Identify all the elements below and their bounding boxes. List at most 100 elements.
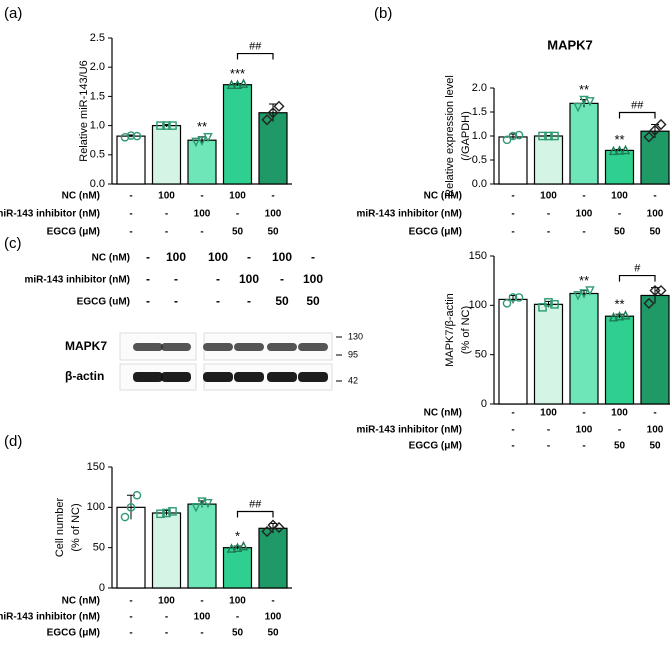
y-tick-label: 0.5 (472, 154, 487, 166)
condition-value: - (511, 425, 514, 436)
data-point (120, 512, 130, 522)
condition-value: 100 (158, 596, 175, 607)
y-tick-label: 1.0 (472, 130, 487, 142)
data-point (126, 503, 136, 512)
bracket (618, 274, 656, 282)
data-point (608, 145, 619, 156)
y-tick-label: 2.0 (472, 82, 487, 94)
condition-label: NC (nM) (424, 191, 462, 202)
condition-value: - (165, 628, 168, 639)
condition-label: miR-143 inhibitor (nM) (0, 612, 100, 623)
y-tick-label: 100 (87, 501, 105, 513)
condition-value: 100 (576, 209, 593, 220)
bar (498, 298, 528, 405)
data-point (620, 310, 631, 320)
condition-value: - (129, 596, 132, 607)
condition-value: 100 (540, 408, 557, 419)
blot-band (133, 372, 163, 382)
condition-value: 100 (540, 191, 557, 202)
data-point (120, 132, 130, 142)
condition-value: 100 (158, 191, 175, 202)
data-point (226, 543, 237, 553)
condition-value: - (129, 227, 132, 238)
bar (498, 136, 528, 185)
condition-value: - (174, 294, 178, 308)
condition-value: - (511, 227, 514, 238)
data-point (261, 525, 273, 538)
y-tick-label: 0 (481, 398, 487, 410)
condition-value: 50 (306, 294, 320, 308)
condition-value: - (129, 628, 132, 639)
y-tick-label: 1.5 (90, 90, 105, 102)
panel-label: (b) (374, 5, 392, 22)
panel-label: (d) (4, 433, 22, 450)
y-axis-label: (/GAPDH) (460, 111, 472, 161)
marker-label: 95 (348, 349, 358, 359)
condition-value: - (200, 596, 203, 607)
data-point (191, 137, 201, 148)
condition-value: 50 (275, 294, 289, 308)
condition-value: - (582, 441, 585, 452)
condition-value: - (146, 250, 150, 264)
condition-value: - (165, 227, 168, 238)
data-point (544, 298, 553, 307)
condition-label: EGCG (μM) (409, 227, 462, 238)
y-axis-label: Cell number (54, 498, 66, 558)
bracket-label: ## (631, 99, 644, 111)
significance: ** (197, 119, 207, 134)
condition-value: - (511, 191, 514, 202)
condition-value: 100 (229, 596, 246, 607)
condition-label: EGCG (μM) (47, 628, 100, 639)
y-tick-label: 1.0 (90, 120, 105, 132)
condition-value: - (582, 191, 585, 202)
blot-band (234, 372, 264, 382)
bar (533, 135, 564, 185)
condition-value: - (200, 227, 203, 238)
condition-value: - (216, 294, 220, 308)
bar (569, 292, 599, 405)
condition-value: - (129, 191, 132, 202)
data-point (168, 121, 177, 130)
bracket (236, 510, 274, 518)
condition-value: - (146, 272, 150, 286)
data-point (203, 499, 213, 509)
data-point (585, 286, 595, 296)
condition-value: - (165, 612, 168, 623)
data-point (573, 102, 583, 113)
significance: ** (614, 132, 624, 147)
condition-value: 100 (611, 408, 628, 419)
significance: *** (230, 66, 245, 81)
y-tick-label: 0.0 (472, 178, 487, 190)
bar (222, 547, 253, 589)
panel-label: (a) (4, 5, 22, 22)
condition-value: - (511, 408, 514, 419)
marker-label: 130 (348, 331, 363, 341)
data-point (649, 124, 661, 136)
condition-value: - (618, 425, 621, 436)
bar (533, 303, 564, 405)
data-point (643, 131, 655, 143)
data-point (267, 519, 279, 531)
condition-value: 50 (649, 227, 661, 238)
data-point (579, 95, 589, 106)
condition-value: 100 (647, 425, 664, 436)
bar (187, 503, 217, 589)
data-point (544, 131, 553, 141)
bracket-label: # (634, 262, 641, 274)
condition-label: EGCG (μM) (47, 227, 100, 238)
condition-value: 50 (614, 227, 626, 238)
y-axis-label: (% of NC) (70, 503, 82, 551)
y-tick-label: 100 (469, 299, 487, 311)
condition-value: 100 (229, 191, 246, 202)
condition-label: NC (nM) (92, 253, 130, 264)
condition-value: - (271, 191, 274, 202)
y-tick-label: 50 (475, 349, 487, 361)
data-point (197, 136, 207, 146)
condition-value: - (129, 612, 132, 623)
significance: * (235, 528, 240, 543)
condition-value: 100 (303, 272, 323, 286)
condition-value: 100 (239, 272, 259, 286)
bar (222, 84, 253, 185)
blot-band (161, 343, 191, 351)
data-point (514, 293, 524, 302)
